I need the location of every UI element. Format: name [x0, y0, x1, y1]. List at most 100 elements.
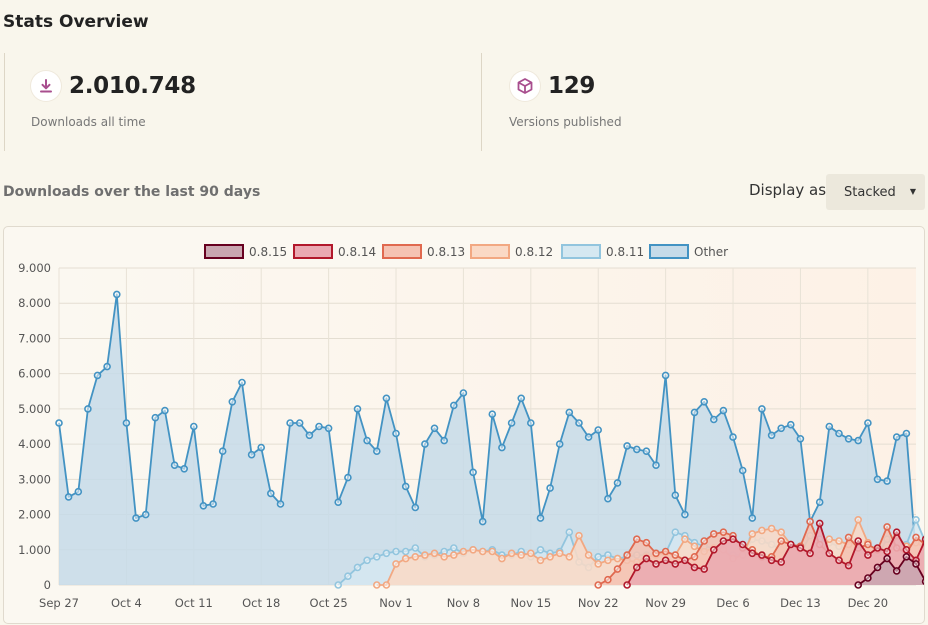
- versions-label: Versions published: [509, 115, 622, 129]
- y-tick-label: 1.000: [18, 543, 51, 557]
- y-tick-label: 6.000: [18, 367, 51, 381]
- point-0-8-12: [469, 545, 477, 554]
- point-other: [815, 498, 824, 507]
- point-0-8-15: [892, 567, 901, 575]
- point-0-8-12: [748, 530, 757, 538]
- point-other: [671, 491, 680, 500]
- point-other: [449, 401, 458, 410]
- point-0-8-14: [892, 528, 901, 537]
- point-other: [546, 484, 554, 492]
- point-0-8-14: [854, 537, 863, 545]
- point-other: [324, 424, 333, 433]
- point-0-8-11: [353, 563, 362, 572]
- point-other: [835, 429, 843, 438]
- x-tick-label: Nov 15: [510, 596, 551, 610]
- point-0-8-14: [806, 549, 814, 558]
- point-0-8-15: [921, 578, 924, 585]
- point-other: [507, 419, 516, 427]
- point-other: [132, 514, 140, 522]
- stats-overview: 2.010.748 Downloads all time 129 Version…: [4, 53, 924, 151]
- point-other: [372, 447, 381, 455]
- point-0-8-14: [767, 556, 776, 565]
- point-0-8-13: [883, 523, 891, 531]
- legend-swatch-0-8-15: [204, 244, 244, 259]
- y-tick-label: 4.000: [18, 437, 51, 451]
- point-0-8-15: [912, 560, 920, 568]
- point-other: [199, 501, 208, 510]
- point-0-8-13: [594, 581, 603, 589]
- point-0-8-14: [835, 556, 843, 565]
- point-0-8-14: [873, 544, 882, 552]
- point-0-8-12: [565, 552, 574, 561]
- point-0-8-12: [835, 537, 843, 545]
- downloads-chart: 0 1.000 2.000 3.000 4.000 5.000 6.000 7.000 8.00…: [3, 226, 925, 624]
- legend-swatch-other: [649, 244, 689, 259]
- point-other: [584, 433, 593, 441]
- point-other: [440, 436, 449, 445]
- point-0-8-13: [604, 575, 612, 584]
- legend-label-0-8-13: 0.8.13: [427, 245, 465, 259]
- x-tick-label: Nov 8: [447, 596, 480, 610]
- point-other: [257, 443, 266, 452]
- point-other: [555, 440, 564, 448]
- point-0-8-12: [478, 547, 487, 556]
- point-0-8-13: [844, 533, 853, 542]
- x-tick-label: Oct 4: [111, 596, 142, 610]
- point-other: [218, 447, 227, 455]
- point-0-8-14: [729, 535, 737, 544]
- point-other: [103, 362, 111, 371]
- point-0-8-11: [401, 547, 410, 556]
- point-0-8-11: [536, 545, 545, 554]
- point-0-8-11: [382, 549, 391, 558]
- x-tick-label: Nov 22: [578, 596, 619, 610]
- point-0-8-14: [758, 551, 766, 559]
- point-0-8-13: [661, 547, 670, 556]
- x-tick-label: Dec 20: [848, 596, 889, 610]
- point-0-8-12: [401, 554, 410, 563]
- point-0-8-14: [719, 537, 728, 545]
- point-other: [228, 398, 237, 406]
- box-icon: [510, 71, 540, 101]
- point-0-8-12: [507, 549, 516, 558]
- point-0-8-14: [709, 545, 718, 554]
- point-other: [844, 435, 853, 443]
- point-other: [652, 461, 660, 469]
- point-0-8-11: [671, 528, 680, 537]
- y-tick-label: 9.000: [18, 261, 51, 275]
- point-0-8-14: [786, 540, 795, 549]
- point-other: [498, 443, 506, 452]
- point-other: [902, 429, 911, 438]
- point-0-8-13: [642, 538, 651, 547]
- line-0-8-14: [626, 522, 924, 586]
- point-0-8-12: [690, 542, 699, 551]
- point-0-8-14: [844, 561, 853, 570]
- y-tick-label: 5.000: [18, 402, 51, 416]
- point-other: [459, 389, 468, 397]
- point-0-8-12: [382, 581, 391, 589]
- legend-label-0-8-15: 0.8.15: [249, 245, 287, 259]
- x-tick-label: Nov 1: [379, 596, 412, 610]
- point-other: [709, 415, 718, 424]
- point-0-8-11: [594, 552, 603, 561]
- point-0-8-12: [681, 535, 689, 544]
- point-other: [575, 419, 583, 427]
- point-other: [238, 378, 246, 387]
- point-other: [430, 424, 439, 433]
- point-0-8-14: [681, 556, 689, 565]
- point-0-8-14: [777, 558, 786, 566]
- point-0-8-12: [604, 556, 612, 565]
- point-0-8-12: [555, 549, 564, 558]
- display-mode-select[interactable]: Stacked ▼: [826, 174, 925, 210]
- point-0-8-11: [344, 572, 352, 581]
- point-0-8-12: [777, 528, 786, 537]
- point-0-8-14: [883, 547, 891, 556]
- point-0-8-13: [690, 552, 699, 561]
- page-title: Stats Overview: [3, 12, 149, 32]
- point-0-8-12: [584, 551, 593, 559]
- point-0-8-13: [632, 535, 641, 544]
- point-other: [141, 510, 150, 519]
- point-other: [180, 465, 188, 473]
- point-0-8-12: [488, 547, 497, 556]
- point-other: [758, 405, 766, 413]
- point-other: [488, 410, 497, 418]
